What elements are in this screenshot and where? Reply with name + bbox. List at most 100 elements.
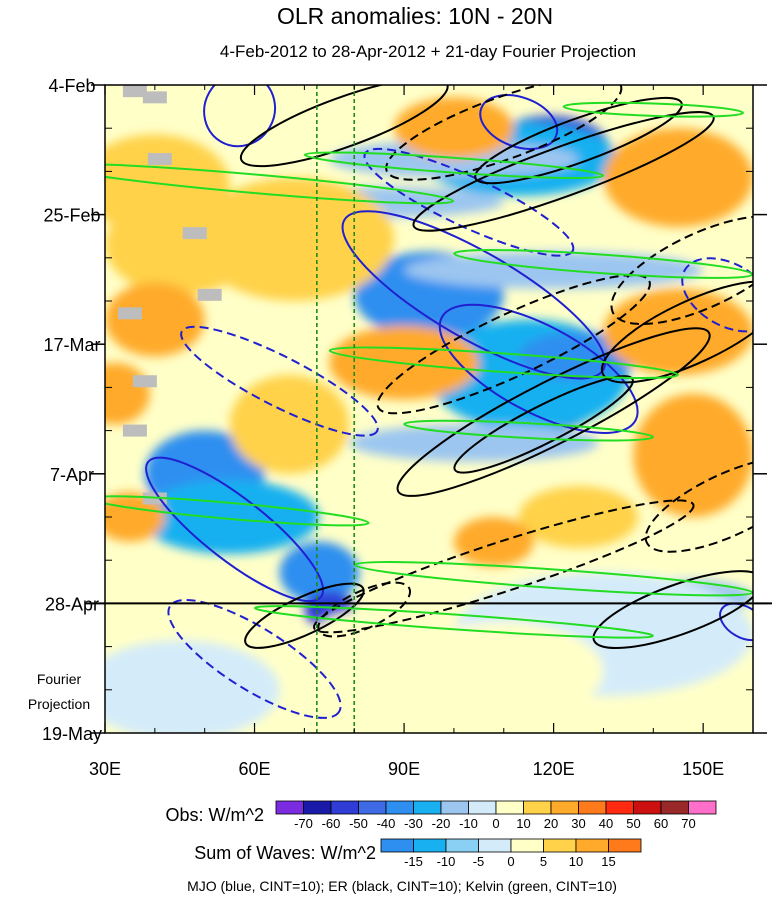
- obs-swatch-9: [523, 800, 552, 815]
- axes: 30E 60E 90E 120E 150E 4-Feb 25-Feb 17-Mar 7-Apr 2…: [42, 76, 767, 779]
- plot-area: [105, 85, 753, 733]
- mjo-contour-1: [479, 94, 559, 150]
- anomaly-blob-23: [229, 375, 350, 474]
- obs-swatch-1: [303, 800, 332, 815]
- obs-level-13: 60: [654, 816, 668, 831]
- missing-cell-6: [132, 375, 157, 388]
- er-contour-10: [644, 456, 753, 553]
- mjo-contours: [145, 85, 753, 719]
- waves-level-6: 15: [601, 854, 615, 869]
- waves-level-3: 0: [507, 854, 514, 869]
- anomaly-blob-28: [633, 393, 753, 517]
- obs-swatch-8: [495, 800, 524, 815]
- kelvin-contour-1: [303, 151, 605, 180]
- waves-legend-label: Sum of Waves: W/m^2: [194, 843, 376, 863]
- obs-level-3: -40: [377, 816, 396, 831]
- anomaly-blob-25: [394, 97, 514, 160]
- waves-swatch-6: [575, 838, 609, 853]
- projection-label-line1: Fourier: [37, 671, 82, 687]
- anomaly-blob-30: [453, 517, 534, 567]
- er-contour-5: [600, 280, 753, 384]
- anomaly-blob-21: [105, 492, 165, 542]
- y-tick-label-4: 28-Apr: [45, 594, 99, 614]
- plot-frame: [104, 84, 754, 734]
- x-tick-label-1: 60E: [239, 759, 271, 779]
- waves-swatch-7: [608, 838, 642, 853]
- obs-swatch-13: [633, 800, 662, 815]
- missing-cell-1: [142, 91, 167, 104]
- y-tick-label-0: 4-Feb: [48, 76, 95, 96]
- y-tick-label-1: 25-Feb: [43, 206, 100, 226]
- anomaly-blob-26: [603, 128, 753, 227]
- waves-legend-bar: -15 -10 -5 0 5 10 15: [380, 838, 642, 869]
- mjo-contour-5: [180, 325, 379, 437]
- waves-level-5: 10: [569, 854, 583, 869]
- er-contour-4: [610, 215, 753, 326]
- kelvin-contour-4: [328, 346, 679, 379]
- footer-note: MJO (blue, CINT=10); ER (black, CINT=10)…: [187, 878, 617, 894]
- missing-cell-2: [147, 153, 172, 166]
- kelvin-contour-2: [562, 101, 744, 118]
- mjo-contour-7: [681, 257, 753, 333]
- anomaly-blob-16: [105, 640, 280, 733]
- er-contour-12: [244, 582, 365, 649]
- obs-level-5: -20: [432, 816, 451, 831]
- obs-swatch-5: [413, 800, 442, 815]
- x-tick-label-3: 120E: [533, 759, 575, 779]
- er-contour-8: [453, 375, 634, 474]
- er-contour-9: [312, 499, 695, 634]
- y-tick-label-2: 17-Mar: [43, 335, 100, 355]
- projection-label-line2: Projection: [28, 696, 90, 712]
- obs-level-12: 50: [626, 816, 640, 831]
- x-tick-label-0: 30E: [89, 759, 121, 779]
- obs-swatch-10: [550, 800, 579, 815]
- obs-swatch-2: [330, 800, 359, 815]
- anomaly-blob-9: [349, 424, 599, 462]
- waves-level-1: -10: [437, 854, 456, 869]
- obs-swatch-0: [275, 800, 304, 815]
- missing-cell-3: [182, 227, 207, 240]
- obs-legend-label: Obs: W/m^2: [166, 805, 264, 825]
- obs-level-0: -70: [294, 816, 313, 831]
- obs-level-14: 70: [681, 816, 695, 831]
- kelvin-contour-5: [403, 419, 655, 442]
- kelvin-contour-6: [105, 495, 370, 527]
- anomaly-blob-12: [279, 541, 360, 604]
- obs-level-7: 0: [492, 816, 499, 831]
- mjo-contour-3: [341, 210, 607, 380]
- anomaly-blob-11: [139, 479, 320, 555]
- mjo-contour-0: [203, 85, 277, 148]
- missing-cell-4: [197, 288, 222, 301]
- y-tick-label-3: 7-Apr: [50, 465, 94, 485]
- obs-level-10: 30: [571, 816, 585, 831]
- waves-swatch-5: [543, 838, 577, 853]
- mjo-contour-8: [167, 598, 342, 719]
- x-tick-label-2: 90E: [388, 759, 420, 779]
- mjo-contour-4: [438, 303, 639, 434]
- kelvin-contour-0: [105, 163, 455, 205]
- obs-swatch-4: [385, 800, 414, 815]
- obs-swatch-14: [660, 800, 689, 815]
- obs-level-11: 40: [599, 816, 613, 831]
- obs-swatch-6: [440, 800, 469, 815]
- obs-legend-bar: -70 -60 -50 -40 -30 -20 -10 0 10 20 30 40 50 60 70: [275, 800, 717, 831]
- waves-swatch-0: [380, 838, 414, 853]
- x-tick-label-4: 150E: [682, 759, 724, 779]
- kelvin-contour-8: [254, 605, 654, 639]
- er-contour-3: [239, 85, 449, 168]
- y-tick-label-5: 19-May: [42, 724, 102, 744]
- waves-swatch-4: [510, 838, 544, 853]
- waves-swatch-3: [478, 838, 512, 853]
- reference-lines: [316, 85, 356, 733]
- er-contour-11: [592, 570, 753, 650]
- obs-level-1: -60: [322, 816, 341, 831]
- missing-cell-0: [122, 85, 147, 98]
- chart-title: OLR anomalies: 10N - 20N: [277, 3, 553, 29]
- er-contour-6: [376, 274, 651, 415]
- waves-level-0: -15: [404, 854, 423, 869]
- missing-data-cells: [117, 85, 222, 505]
- obs-level-9: 20: [544, 816, 558, 831]
- anomaly-blob-19: [105, 282, 205, 357]
- er-contour-1: [474, 96, 683, 185]
